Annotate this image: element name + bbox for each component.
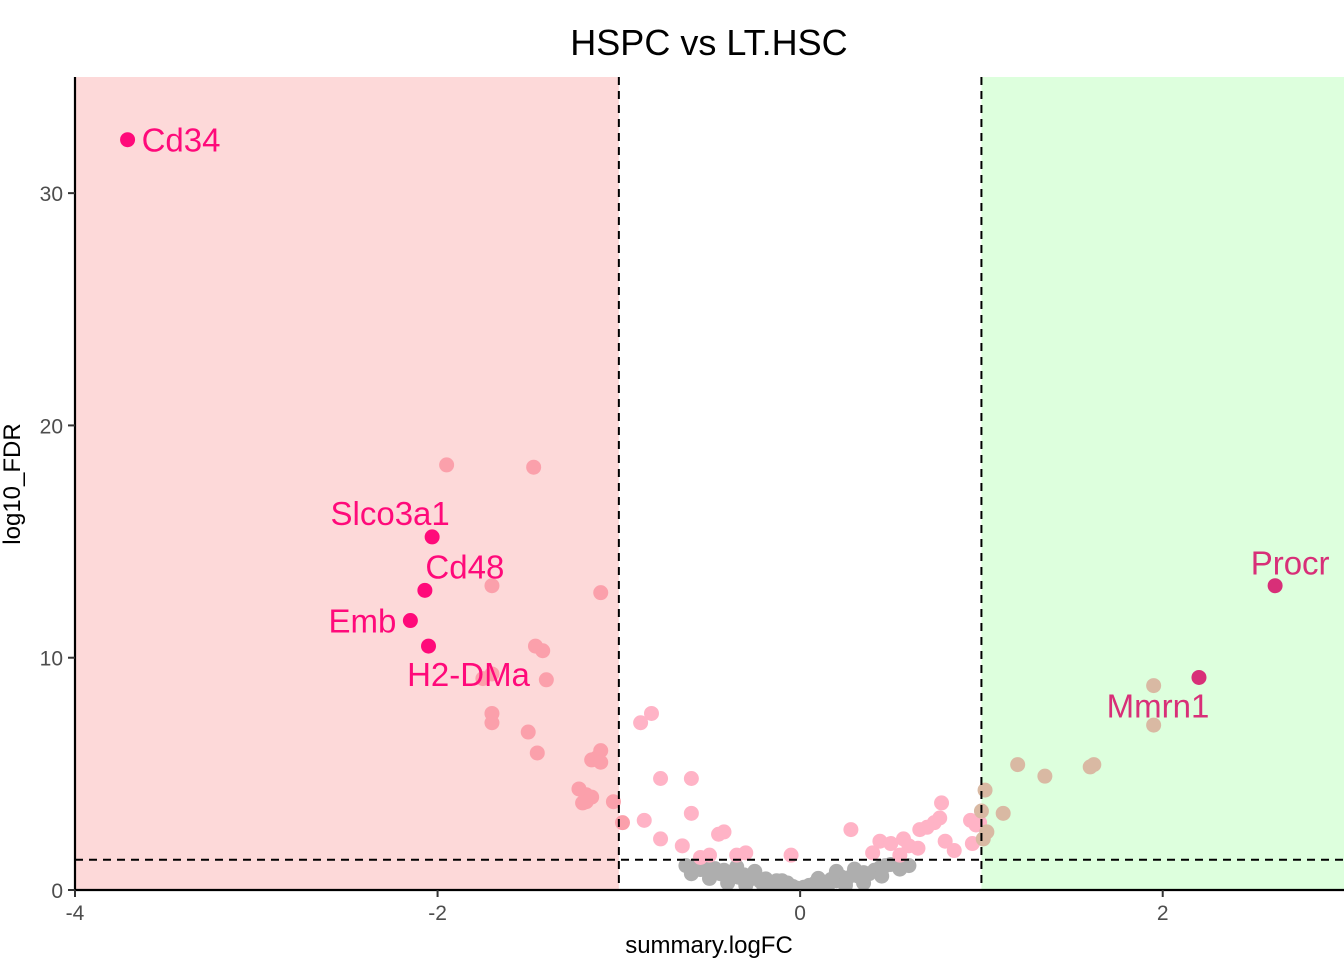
- data-point: [475, 671, 491, 687]
- data-point: [720, 875, 736, 890]
- data-point: [716, 824, 732, 840]
- data-point: [538, 672, 554, 688]
- data-point: [865, 845, 881, 861]
- data-point: [729, 859, 745, 875]
- data-point: [593, 754, 609, 770]
- chart-title: HSPC vs LT.HSC: [570, 22, 847, 63]
- x-tick-label: -4: [66, 902, 85, 925]
- data-point: [484, 715, 500, 731]
- data-point: [874, 868, 890, 884]
- data-point: [856, 875, 872, 890]
- data-point: [633, 715, 649, 731]
- gene-label-h2-dma: H2-DMa: [407, 656, 530, 693]
- labeled-point-cd48: [417, 582, 433, 598]
- data-point: [653, 831, 669, 847]
- labeled-point-slco3a1: [424, 529, 440, 545]
- data-point: [946, 843, 962, 859]
- gene-label-cd34: Cd34: [142, 122, 221, 159]
- labeled-point-procr: [1267, 578, 1283, 594]
- data-point: [883, 836, 899, 852]
- y-tick-label: 0: [51, 880, 63, 903]
- data-point: [1146, 717, 1162, 733]
- data-point: [614, 815, 630, 831]
- down-region-shading: [75, 77, 619, 890]
- x-tick-label: 0: [794, 902, 806, 925]
- data-point: [484, 578, 500, 594]
- data-point: [810, 870, 826, 886]
- data-point: [683, 771, 699, 787]
- labeled-point-h2-dma: [421, 638, 437, 654]
- data-point: [747, 863, 763, 879]
- data-point: [692, 849, 708, 865]
- y-tick-label: 20: [40, 415, 63, 438]
- labeled-point-emb: [402, 613, 418, 629]
- data-point: [995, 805, 1011, 821]
- data-point: [683, 805, 699, 821]
- data-point: [529, 745, 545, 761]
- data-point: [605, 794, 621, 810]
- data-point: [1146, 678, 1162, 694]
- data-point: [774, 873, 790, 889]
- data-point: [847, 861, 863, 877]
- data-point: [1086, 757, 1102, 773]
- data-point: [910, 840, 926, 856]
- gene-label-cd48: Cd48: [425, 548, 504, 585]
- up-region-shading: [981, 77, 1344, 890]
- data-point: [683, 866, 699, 882]
- data-point: [932, 810, 948, 826]
- gene-label-mmrn1: Mmrn1: [1107, 687, 1210, 724]
- data-point: [526, 459, 542, 475]
- x-axis-title: summary.logFC: [625, 932, 793, 959]
- gene-label-procr: Procr: [1251, 545, 1330, 582]
- data-point: [977, 782, 993, 798]
- data-point: [702, 870, 717, 886]
- x-tick-label: 2: [1157, 902, 1169, 925]
- data-point: [738, 877, 754, 890]
- labeled-point-cd34: [120, 132, 136, 148]
- data-point: [439, 457, 455, 473]
- data-point: [593, 585, 609, 601]
- y-axis-title: log10_FDR: [0, 423, 26, 544]
- data-point: [934, 795, 950, 811]
- data-point: [901, 858, 917, 874]
- data-point: [1010, 757, 1026, 773]
- data-point: [975, 831, 991, 847]
- gene-label-slco3a1: Slco3a1: [331, 495, 450, 532]
- data-point: [837, 877, 853, 890]
- data-point: [828, 863, 844, 879]
- data-point: [520, 724, 536, 740]
- y-tick-label: 10: [40, 648, 63, 671]
- data-point: [575, 795, 591, 811]
- gene-label-emb: Emb: [329, 603, 397, 640]
- data-point: [843, 822, 859, 838]
- data-point: [674, 838, 690, 854]
- data-point: [636, 812, 652, 828]
- data-point: [756, 879, 772, 890]
- data-point: [653, 771, 669, 787]
- labeled-point-mmrn1: [1191, 669, 1207, 685]
- x-tick-label: -2: [428, 902, 447, 925]
- data-point: [1037, 768, 1053, 784]
- data-point: [937, 833, 953, 849]
- data-point: [535, 643, 551, 659]
- y-tick-label: 30: [40, 183, 63, 206]
- data-point: [643, 705, 659, 721]
